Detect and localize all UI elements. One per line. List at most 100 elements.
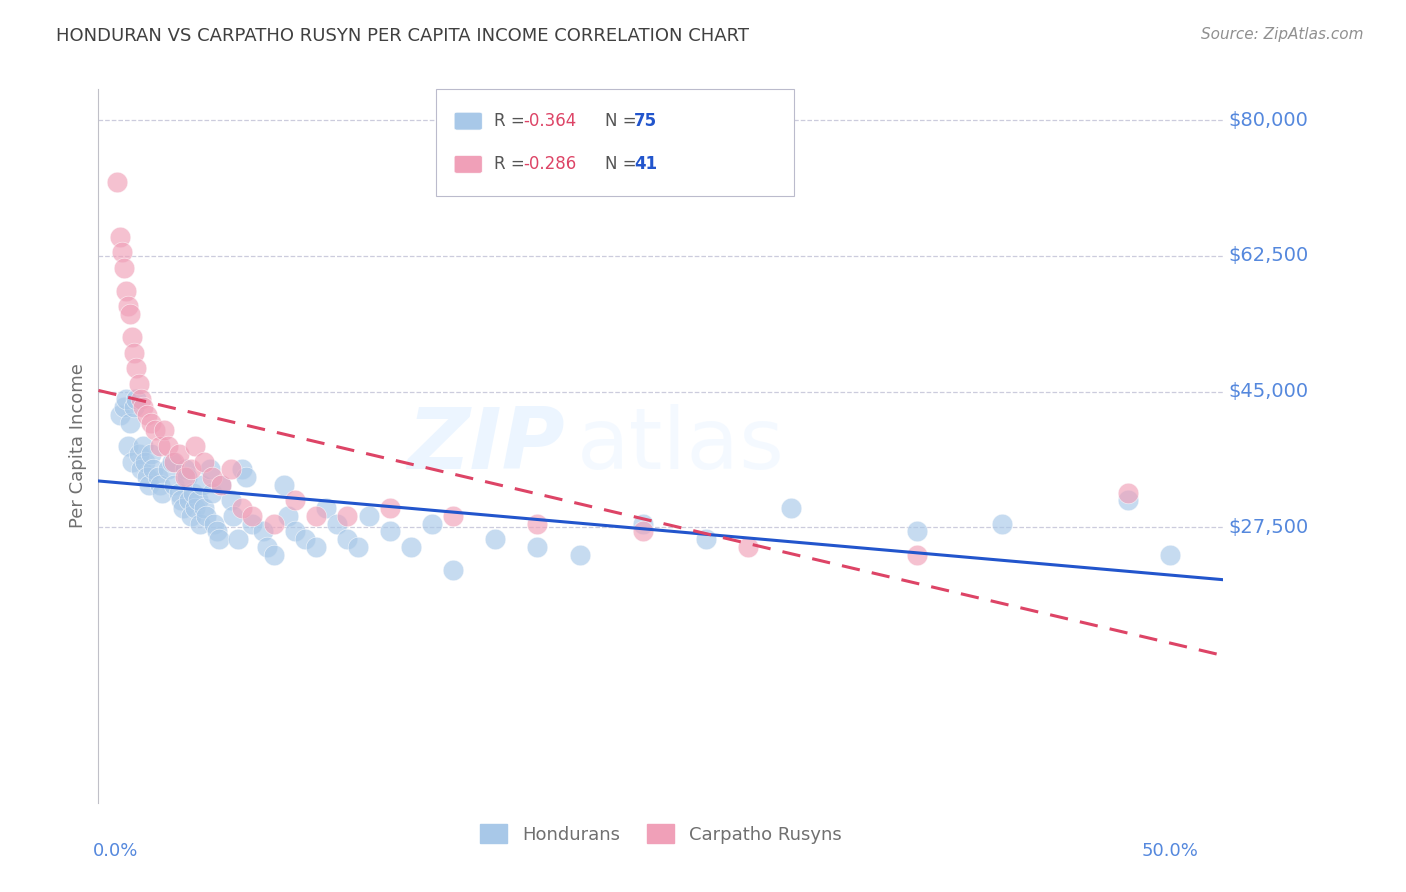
Point (117, 439, 139, 453)
Point (441, 508, 464, 523)
Point (347, 540, 370, 554)
Point (193, 454, 215, 468)
Text: N =: N = (605, 155, 641, 173)
Point (115, 392, 138, 407)
Point (162, 454, 184, 468)
Point (1116, 493, 1139, 508)
Point (737, 540, 759, 554)
Point (256, 540, 278, 554)
Point (132, 401, 155, 415)
Point (191, 477, 214, 491)
Point (252, 524, 274, 539)
Point (305, 508, 328, 523)
Point (138, 477, 160, 491)
Point (132, 439, 155, 453)
Text: -0.286: -0.286 (523, 155, 576, 173)
Point (124, 346, 146, 360)
Point (193, 501, 215, 516)
Point (128, 447, 150, 461)
Point (149, 477, 172, 491)
Point (141, 416, 163, 430)
Point (284, 524, 307, 539)
Point (180, 508, 202, 523)
Point (242, 508, 264, 523)
Point (141, 447, 163, 461)
Point (195, 508, 218, 523)
Point (1116, 485, 1139, 500)
Point (378, 501, 401, 516)
Point (905, 548, 928, 562)
Point (167, 485, 190, 500)
Point (631, 516, 654, 531)
Point (235, 470, 257, 484)
Text: ZIP: ZIP (408, 404, 565, 488)
Point (125, 361, 148, 376)
Text: $45,000: $45,000 (1229, 382, 1309, 401)
Point (184, 439, 207, 453)
Text: 0.0%: 0.0% (93, 842, 138, 860)
Point (779, 501, 801, 516)
Point (201, 470, 224, 484)
Text: HONDURAN VS CARPATHO RUSYN PER CAPITA INCOME CORRELATION CHART: HONDURAN VS CARPATHO RUSYN PER CAPITA IN… (56, 27, 749, 45)
Legend: Hondurans, Carpatho Rusyns: Hondurans, Carpatho Rusyns (474, 817, 848, 851)
Point (336, 532, 359, 546)
Point (242, 516, 264, 531)
Point (128, 376, 150, 391)
Point (136, 408, 159, 422)
Point (125, 392, 148, 407)
Text: 41: 41 (634, 155, 657, 173)
Point (187, 493, 209, 508)
Point (336, 508, 359, 523)
Point (180, 462, 202, 476)
Point (284, 493, 307, 508)
Text: $62,500: $62,500 (1229, 246, 1309, 266)
Text: R =: R = (494, 155, 530, 173)
Point (108, 408, 131, 422)
Point (201, 485, 224, 500)
Point (134, 454, 156, 468)
Point (145, 424, 167, 438)
Point (120, 307, 142, 321)
Point (631, 524, 654, 539)
Point (124, 401, 146, 415)
Point (172, 501, 194, 516)
Point (115, 284, 138, 298)
Point (121, 454, 143, 468)
Point (112, 401, 135, 415)
Text: 50.0%: 50.0% (1142, 842, 1199, 860)
Point (108, 229, 131, 244)
Point (209, 477, 232, 491)
Point (208, 532, 231, 546)
Point (1159, 548, 1181, 562)
Point (526, 540, 548, 554)
Point (568, 548, 591, 562)
Point (167, 447, 190, 461)
Point (121, 330, 143, 344)
Point (184, 501, 207, 516)
Point (120, 416, 142, 430)
Point (420, 516, 443, 531)
Text: 75: 75 (634, 112, 657, 130)
Point (112, 260, 135, 275)
Point (200, 462, 222, 476)
Point (129, 462, 152, 476)
Text: atlas: atlas (576, 404, 785, 488)
Point (179, 493, 201, 508)
Point (204, 516, 226, 531)
Point (378, 524, 401, 539)
Text: -0.364: -0.364 (523, 112, 576, 130)
Point (273, 477, 295, 491)
Point (129, 392, 152, 407)
Point (294, 532, 316, 546)
Point (221, 462, 243, 476)
Point (170, 493, 193, 508)
Point (263, 516, 285, 531)
Point (990, 516, 1012, 531)
Text: $27,500: $27,500 (1229, 518, 1309, 537)
Point (441, 563, 464, 577)
Point (150, 485, 173, 500)
Text: R =: R = (494, 112, 530, 130)
Text: $80,000: $80,000 (1229, 111, 1309, 129)
Point (209, 477, 232, 491)
Point (399, 540, 422, 554)
